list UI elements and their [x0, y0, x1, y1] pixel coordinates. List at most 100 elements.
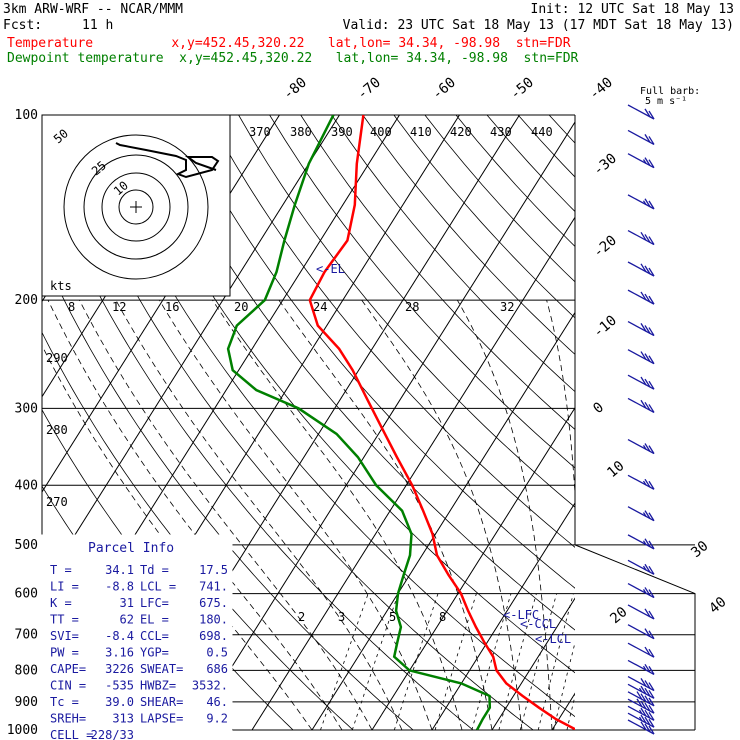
isotherm--70	[42, 115, 340, 589]
init-time: Init: 12 UTC Sat 18 May 13	[530, 2, 735, 17]
pressure-label-100: 100	[15, 108, 38, 123]
mixing-line-20	[519, 593, 557, 730]
pressure-label-200: 200	[15, 293, 38, 308]
hodograph-ring	[63, 134, 209, 280]
wind-barb	[627, 349, 655, 365]
wind-barb	[627, 229, 655, 246]
wind-barb	[627, 397, 655, 414]
dry-adiabat-440	[486, 115, 575, 213]
mixing-line-3	[351, 593, 399, 730]
parcel-field-label: SHEAR=	[140, 695, 183, 709]
parcel-field-value: 39.0	[105, 695, 134, 709]
moist-adiabat-20	[278, 299, 493, 730]
isotherm-right-label: -20	[590, 233, 620, 262]
wind-barb	[627, 439, 655, 455]
parcel-field-label: LAPSE=	[140, 712, 183, 726]
dry-adiabat-420	[424, 115, 575, 283]
wind-barb	[627, 676, 655, 692]
dry-adiabat-390	[331, 115, 575, 393]
temperature-legend: Temperature x,y=452.45,320.22 lat,lon= 3…	[7, 36, 571, 51]
isotherm-right-label: 40	[706, 594, 729, 617]
parcel-field-label: SWEAT=	[140, 662, 183, 676]
parcel-field-label: SREH=	[50, 712, 86, 726]
wind-barb	[627, 624, 655, 640]
theta-top-label: 380	[290, 125, 312, 139]
mixing-line-8	[434, 593, 477, 730]
moist-adiabat-25	[361, 299, 523, 730]
mixing-ratio-lines	[320, 593, 575, 730]
parcel-field-value: 0.5	[206, 646, 228, 660]
dry-adiabat-380	[300, 115, 575, 430]
parcel-field-value: 698.	[199, 629, 228, 643]
parcel-field-label: YGP=	[140, 646, 169, 660]
wind-barbs: Full barb:5 m s⁻¹	[627, 86, 700, 735]
fcst-value: 11 h	[82, 18, 114, 33]
theta-top-label: 420	[450, 125, 472, 139]
wind-barb	[627, 698, 655, 714]
mixing-label-upper: 20	[234, 300, 248, 314]
isotherm-top-label: -50	[507, 75, 537, 104]
mixing-line-32	[566, 694, 575, 730]
dewpoint-trace	[226, 115, 492, 730]
wind-barb	[627, 321, 655, 337]
mixing-label-upper: 8	[68, 300, 75, 314]
parcel-field-label: T =	[50, 563, 72, 577]
theta-top-label: 410	[410, 125, 432, 139]
pressure-label-900: 900	[15, 695, 38, 710]
isotherm-20	[491, 597, 575, 730]
parcel-field-label: EL =	[140, 613, 169, 627]
parcel-box	[41, 534, 233, 731]
isotherm-top-label: -70	[354, 75, 384, 104]
hodograph-ring	[118, 189, 154, 225]
dewpoint-legend: Dewpoint temperature x,y=452.45,320.22 l…	[7, 51, 579, 66]
mixing-label-upper: 16	[165, 300, 179, 314]
isotherm-10	[431, 502, 575, 730]
mixing-label-lower: 5	[389, 610, 396, 624]
parcel-field-label: K =	[50, 596, 72, 610]
mixing-label-lower: 8	[439, 610, 446, 624]
isotherm-40	[612, 115, 740, 730]
wind-barb	[627, 289, 655, 305]
dry-adiabat-320	[114, 115, 575, 674]
wind-barb	[627, 534, 655, 550]
mixing-line-16	[498, 593, 537, 730]
mixing-label-upper: 32	[500, 300, 514, 314]
parcel-field-value: 741.	[199, 580, 228, 594]
theta-left-label: 280	[46, 423, 68, 437]
wind-barb	[627, 129, 655, 146]
wind-barb	[627, 604, 655, 620]
dry-adiabat-350	[207, 115, 575, 548]
valid-time: Valid: 23 UTC Sat 18 May 13 (17 MDT Sat …	[342, 18, 734, 33]
barb-legend-line2: 5 m s⁻¹	[645, 96, 687, 107]
parcel-field-label: CIN =	[50, 679, 86, 693]
mixing-label-lower: 3	[338, 610, 345, 624]
dry-adiabat-330	[145, 115, 575, 631]
parcel-field-value: -8.4	[105, 629, 134, 643]
mixing-line-12	[471, 593, 512, 730]
isotherm-top-label: -80	[280, 75, 310, 104]
level-marker-el: <-EL	[316, 262, 345, 276]
wind-barb	[627, 642, 655, 658]
wind-barb	[627, 153, 655, 169]
hodograph-speed-label: kts	[50, 279, 72, 293]
theta-top-label: 400	[370, 125, 392, 139]
wind-barb	[627, 719, 655, 735]
isotherm--10	[311, 311, 575, 730]
isotherm-top-label: -40	[586, 75, 616, 104]
wind-barb	[627, 659, 655, 675]
theta-top-label: 370	[249, 125, 271, 139]
level-marker-lcl: <-LCL	[535, 632, 571, 646]
parcel-field-label: Tc =	[50, 695, 79, 709]
frame-right-lower	[574, 544, 696, 730]
parcel-field-value: 34.1	[105, 563, 134, 577]
wind-barb	[627, 683, 655, 699]
dry-adiabat-450	[517, 115, 575, 178]
dry-adiabat-300	[51, 115, 534, 730]
isotherm-right-label: 0	[590, 399, 607, 417]
dry-adiabat-430	[455, 115, 575, 247]
parcel-field-label: TT =	[50, 613, 79, 627]
fcst-label: Fcst:	[3, 18, 43, 33]
isotherm-30	[551, 692, 575, 730]
